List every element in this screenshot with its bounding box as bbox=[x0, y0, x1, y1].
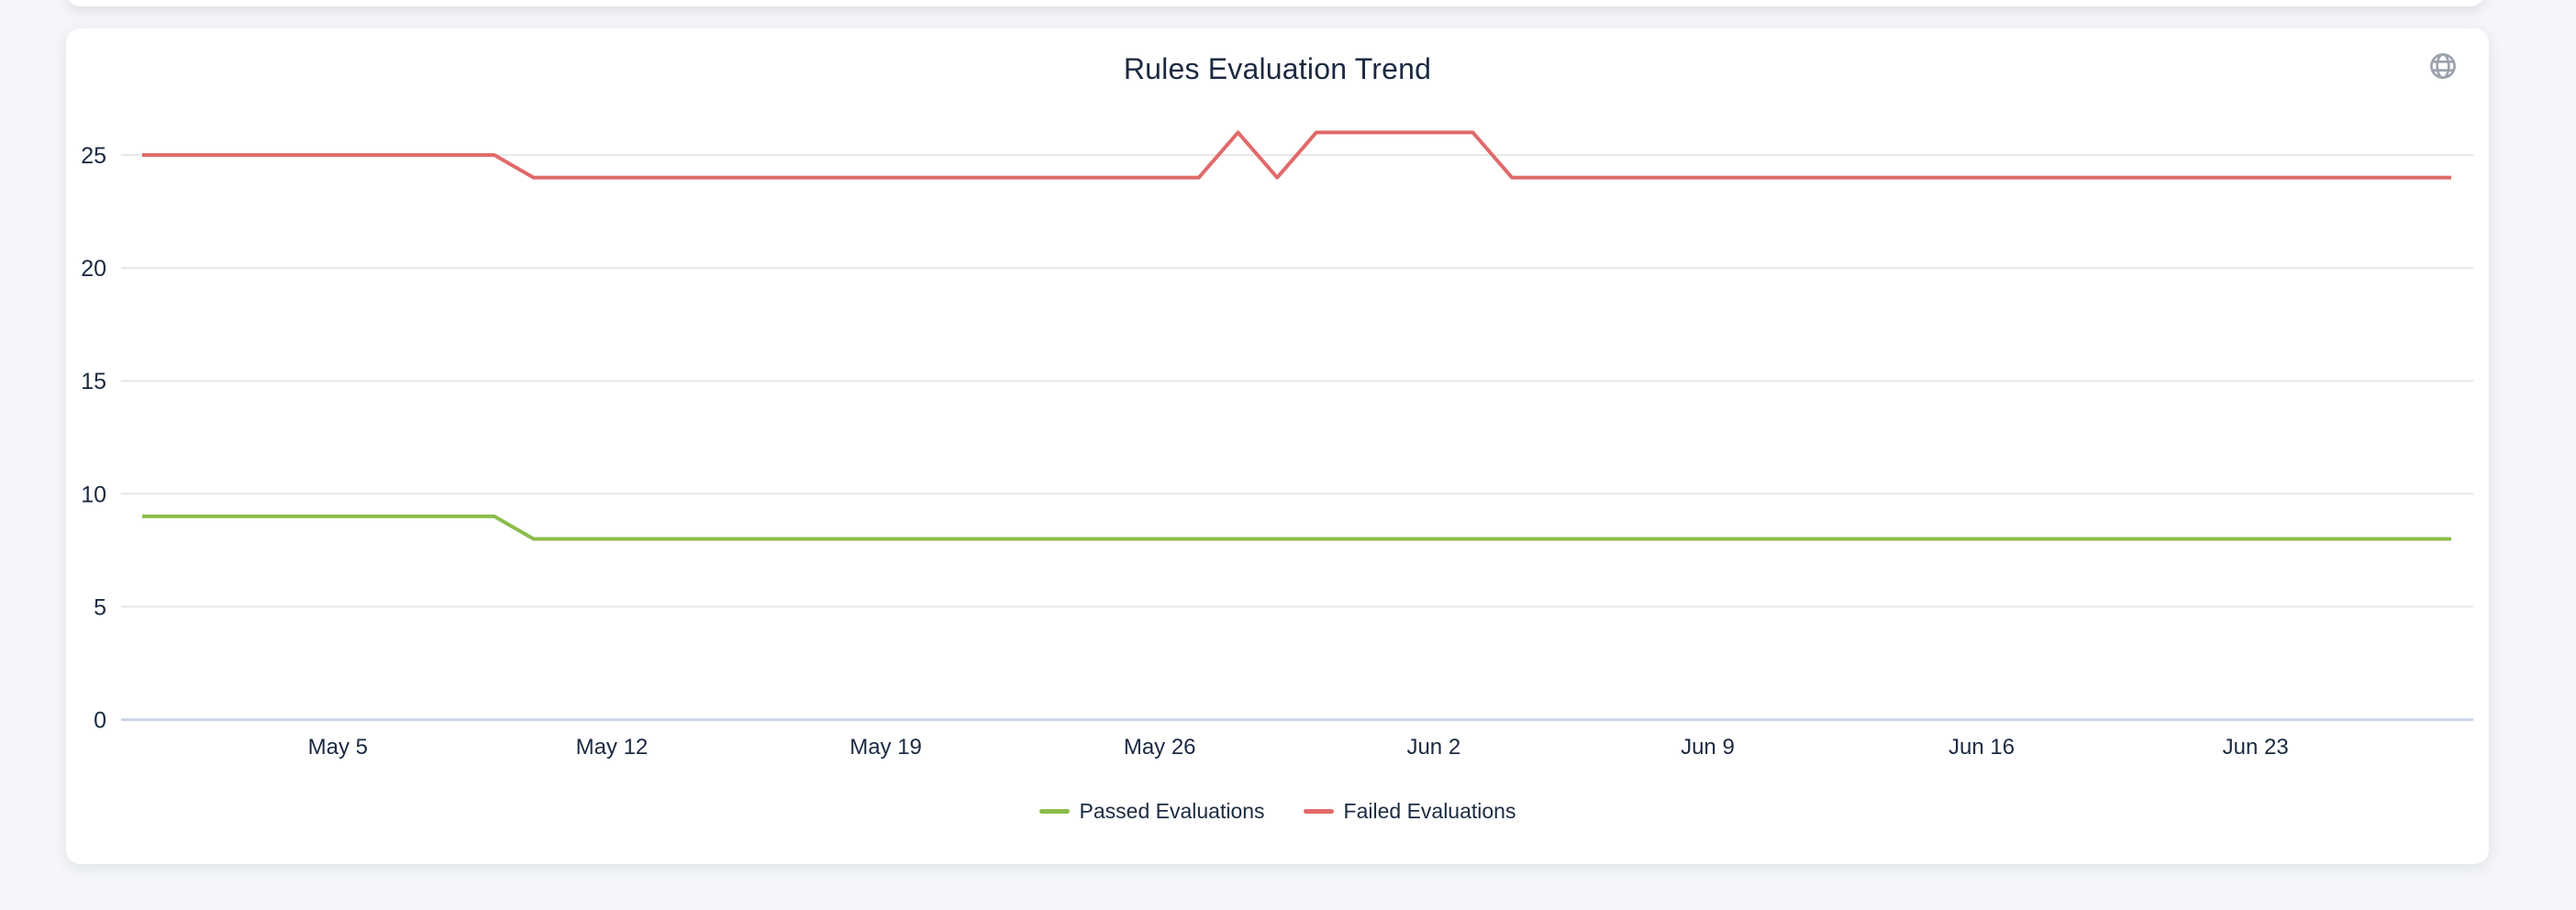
y-axis-tick-label: 20 bbox=[81, 256, 106, 282]
x-axis-tick-label: Jun 2 bbox=[1406, 735, 1460, 760]
legend-item-failed-evaluations[interactable]: Failed Evaluations bbox=[1303, 799, 1516, 824]
x-axis-tick-label: Jun 9 bbox=[1681, 735, 1735, 760]
y-axis-tick-label: 15 bbox=[81, 369, 106, 394]
x-axis-tick-label: May 19 bbox=[849, 735, 922, 760]
line-chart: 0 5 10 15 20 25 May 5 May 12 May 19 May 26 Jun 2 Ju… bbox=[81, 130, 2473, 760]
x-axis-tick-label: May 5 bbox=[308, 735, 368, 760]
y-axis-tick-label: 25 bbox=[81, 143, 106, 169]
series-line-passed bbox=[142, 514, 2451, 541]
failed-series-swatch bbox=[1303, 809, 1334, 814]
x-axis-tick-label: May 26 bbox=[1124, 735, 1196, 760]
passed-series-swatch bbox=[1038, 809, 1070, 814]
x-axis-tick-label: May 12 bbox=[576, 735, 649, 760]
y-axis-tick-label: 10 bbox=[81, 482, 106, 507]
chart-card: Rules Evaluation Trend 0 5 10 15 20 25 May 5 Ma… bbox=[66, 28, 2489, 864]
chart-title: Rules Evaluation Trend bbox=[1123, 52, 1432, 85]
chart-legend: Passed Evaluations Failed Evaluations bbox=[66, 799, 2489, 824]
previous-card-bottom-edge bbox=[66, 0, 2485, 6]
x-axis-tick-label: Jun 23 bbox=[2223, 735, 2289, 760]
series-line-failed bbox=[142, 130, 2451, 180]
globe-icon[interactable] bbox=[2428, 51, 2458, 81]
x-axis-tick-label: Jun 16 bbox=[1949, 735, 2015, 760]
legend-label: Failed Evaluations bbox=[1343, 799, 1516, 823]
globe-icon-glyph bbox=[2430, 53, 2456, 79]
legend-label: Passed Evaluations bbox=[1079, 799, 1265, 823]
y-axis-tick-label: 5 bbox=[94, 594, 106, 620]
y-axis-tick-label: 0 bbox=[94, 708, 106, 734]
legend-item-passed-evaluations[interactable]: Passed Evaluations bbox=[1038, 799, 1265, 824]
